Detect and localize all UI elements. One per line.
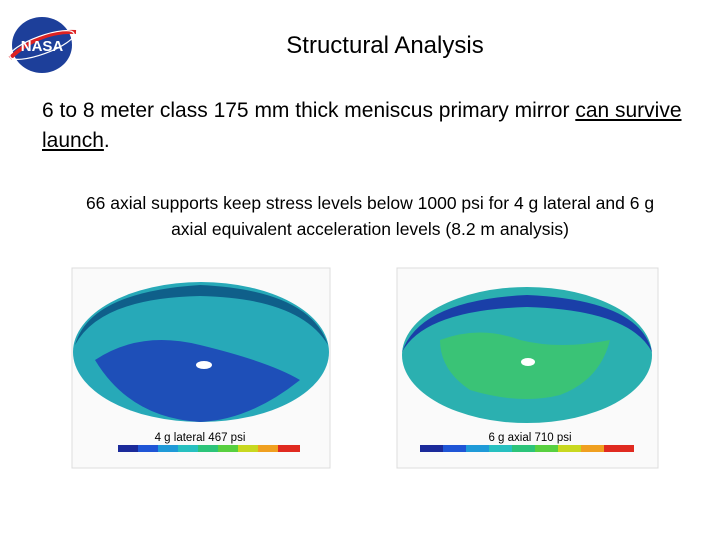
- colorbar-step: [258, 445, 278, 452]
- colorbar: [420, 445, 634, 452]
- colorbar-step: [535, 445, 558, 452]
- colorbar-step: [466, 445, 489, 452]
- stress-region: [440, 332, 610, 399]
- colorbar-step: [420, 445, 443, 452]
- disk-hole: [521, 358, 535, 366]
- colorbar-step: [218, 445, 238, 452]
- colorbar-step: [118, 445, 138, 452]
- colorbar-step: [138, 445, 158, 452]
- logo-orbit: [9, 30, 75, 60]
- colorbar: [118, 445, 300, 452]
- point-text: 6 to 8 meter class 175 mm thick meniscus…: [42, 99, 570, 122]
- colorbar-step: [278, 445, 300, 452]
- colorbar-step: [512, 445, 535, 452]
- colorbar-step: [581, 445, 604, 452]
- colorbar-step: [443, 445, 466, 452]
- point-end: .: [103, 129, 110, 152]
- nasa-logo: NASA: [8, 17, 77, 73]
- colorbar-step: [489, 445, 512, 452]
- stress-region: [95, 340, 300, 422]
- colorbar-step: [558, 445, 581, 452]
- disk-edge: [75, 285, 328, 345]
- main-point: 6 to 8 meter class 175 mm thick meniscus…: [42, 96, 682, 156]
- figure-caption: 6 g axial 710 psi: [488, 432, 571, 444]
- disk-edge: [402, 295, 652, 352]
- logo-text: NASA: [21, 38, 64, 55]
- colorbar-step: [604, 445, 634, 452]
- colorbar-step: [178, 445, 198, 452]
- colorbar-step: [158, 445, 178, 452]
- colorbar-step: [198, 445, 218, 452]
- colorbar-step: [238, 445, 258, 452]
- logo-swoosh: [8, 29, 77, 60]
- point-emphasis: can survive launch: [42, 99, 682, 152]
- figure-right: 6 g axial 710 psi: [396, 267, 659, 469]
- figure-left: 4 g lateral 467 psi: [71, 267, 331, 469]
- slide-title: Structural Analysis: [286, 32, 484, 59]
- sub-point: 66 axial supports keep stress levels bel…: [85, 193, 655, 239]
- disk-hole: [196, 361, 212, 369]
- figure-caption: 4 g lateral 467 psi: [155, 432, 246, 444]
